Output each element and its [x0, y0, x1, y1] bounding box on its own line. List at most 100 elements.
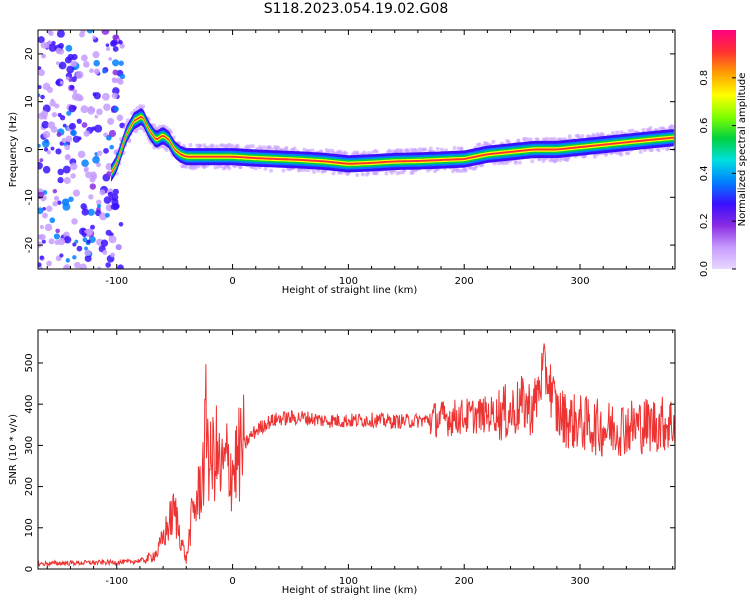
noise-cell — [75, 70, 84, 79]
noise-cell — [68, 78, 73, 82]
noise-cell — [46, 150, 52, 155]
bot-ytick-label: 300 — [24, 436, 35, 455]
noise-cell — [39, 158, 44, 163]
noise-cell — [101, 30, 110, 35]
halo-cell — [638, 149, 643, 154]
noise-cell — [70, 129, 77, 137]
noise-cell — [38, 207, 44, 215]
halo-cell — [656, 148, 661, 153]
noise-cell — [53, 195, 60, 201]
noise-cell — [79, 263, 87, 269]
top-xtick-label: -100 — [105, 276, 128, 287]
noise-cell — [43, 147, 49, 152]
noise-cell — [65, 258, 71, 263]
halo-cell — [459, 147, 464, 152]
bot-xtick-label: 300 — [570, 576, 589, 587]
halo-cell — [198, 143, 203, 148]
halo-cell — [526, 137, 531, 142]
colorbar-tick-label: 0.6 — [699, 118, 710, 134]
noise-cell — [96, 199, 102, 205]
noise-cell — [89, 183, 96, 190]
top-ytick-label: 0 — [24, 146, 35, 152]
noise-cell — [111, 193, 119, 201]
halo-cell — [141, 104, 146, 109]
top-xtick-label: 0 — [229, 276, 235, 287]
noise-cell — [38, 234, 43, 240]
noise-cell — [64, 154, 71, 161]
noise-cell — [72, 89, 78, 94]
halo-cell — [384, 171, 389, 176]
noise-cell — [111, 39, 118, 47]
bot-xtick-label: 200 — [455, 576, 474, 587]
colorbar-tick-label: 0.8 — [699, 70, 710, 86]
halo-cell — [477, 142, 482, 147]
noise-cell — [38, 93, 41, 98]
noise-cell — [80, 30, 86, 34]
noise-cell — [80, 105, 89, 114]
noise-cell — [49, 217, 56, 224]
noise-cell — [94, 114, 99, 119]
noise-cell — [69, 162, 78, 171]
noise-cell — [99, 189, 106, 196]
halo-cell — [366, 170, 371, 175]
noise-cell — [113, 106, 119, 112]
noise-cell — [64, 56, 72, 64]
noise-cell — [97, 266, 101, 269]
noise-cell — [92, 35, 97, 40]
noise-cell — [81, 159, 89, 168]
noise-cell — [86, 239, 91, 244]
noise-cell — [105, 46, 110, 51]
noise-cell — [115, 77, 122, 84]
noise-cell — [70, 60, 78, 68]
halo-cell — [506, 139, 511, 144]
noise-cell — [39, 266, 43, 269]
noise-cell — [68, 196, 74, 203]
bot-ytick-label: 100 — [24, 518, 35, 537]
noise-cell — [118, 60, 124, 66]
noise-cell — [38, 85, 42, 90]
noise-cell — [57, 113, 62, 118]
noise-cell — [84, 254, 92, 263]
halo-cell — [666, 146, 671, 151]
noise-cell — [83, 168, 88, 173]
halo-cell — [331, 171, 336, 176]
noise-cell — [115, 244, 122, 251]
noise-cell — [87, 208, 95, 216]
bot-ytick-label: 500 — [24, 353, 35, 372]
halo-cell — [263, 166, 268, 171]
noise-cell — [85, 171, 93, 179]
noise-cell — [115, 35, 120, 40]
noise-cell — [90, 107, 96, 113]
noise-cell — [39, 255, 44, 260]
noise-cell — [116, 114, 124, 122]
noise-cell — [71, 218, 78, 225]
noise-cell — [103, 196, 112, 204]
noise-cell — [77, 136, 82, 141]
bot-ylabel: SNR (10 * v/v) — [8, 414, 19, 485]
noise-cell — [77, 150, 86, 159]
noise-cell — [55, 228, 60, 234]
noise-cell — [59, 80, 64, 85]
halo-cell — [238, 165, 243, 170]
noise-cell — [119, 73, 126, 80]
spectrogram-area — [38, 30, 675, 269]
noise-cell — [103, 103, 111, 112]
noise-cell — [55, 148, 62, 155]
noise-cell — [50, 146, 55, 151]
halo-cell — [281, 168, 286, 173]
bot-ytick-label: 400 — [24, 395, 35, 414]
noise-cell — [88, 194, 94, 200]
noise-cell — [96, 150, 103, 156]
halo-cell — [269, 168, 274, 173]
bot-xlabel: Height of straight line (km) — [282, 585, 418, 596]
noise-cell — [81, 232, 87, 238]
noise-cell — [42, 212, 48, 219]
noise-cell — [91, 173, 98, 180]
noise-cell — [117, 264, 124, 269]
top-xtick-label: 100 — [339, 276, 358, 287]
halo-cell — [648, 125, 653, 130]
halo-cell — [374, 149, 379, 154]
noise-cell — [55, 61, 60, 66]
noise-cell — [52, 201, 58, 207]
halo-cell — [641, 127, 646, 132]
